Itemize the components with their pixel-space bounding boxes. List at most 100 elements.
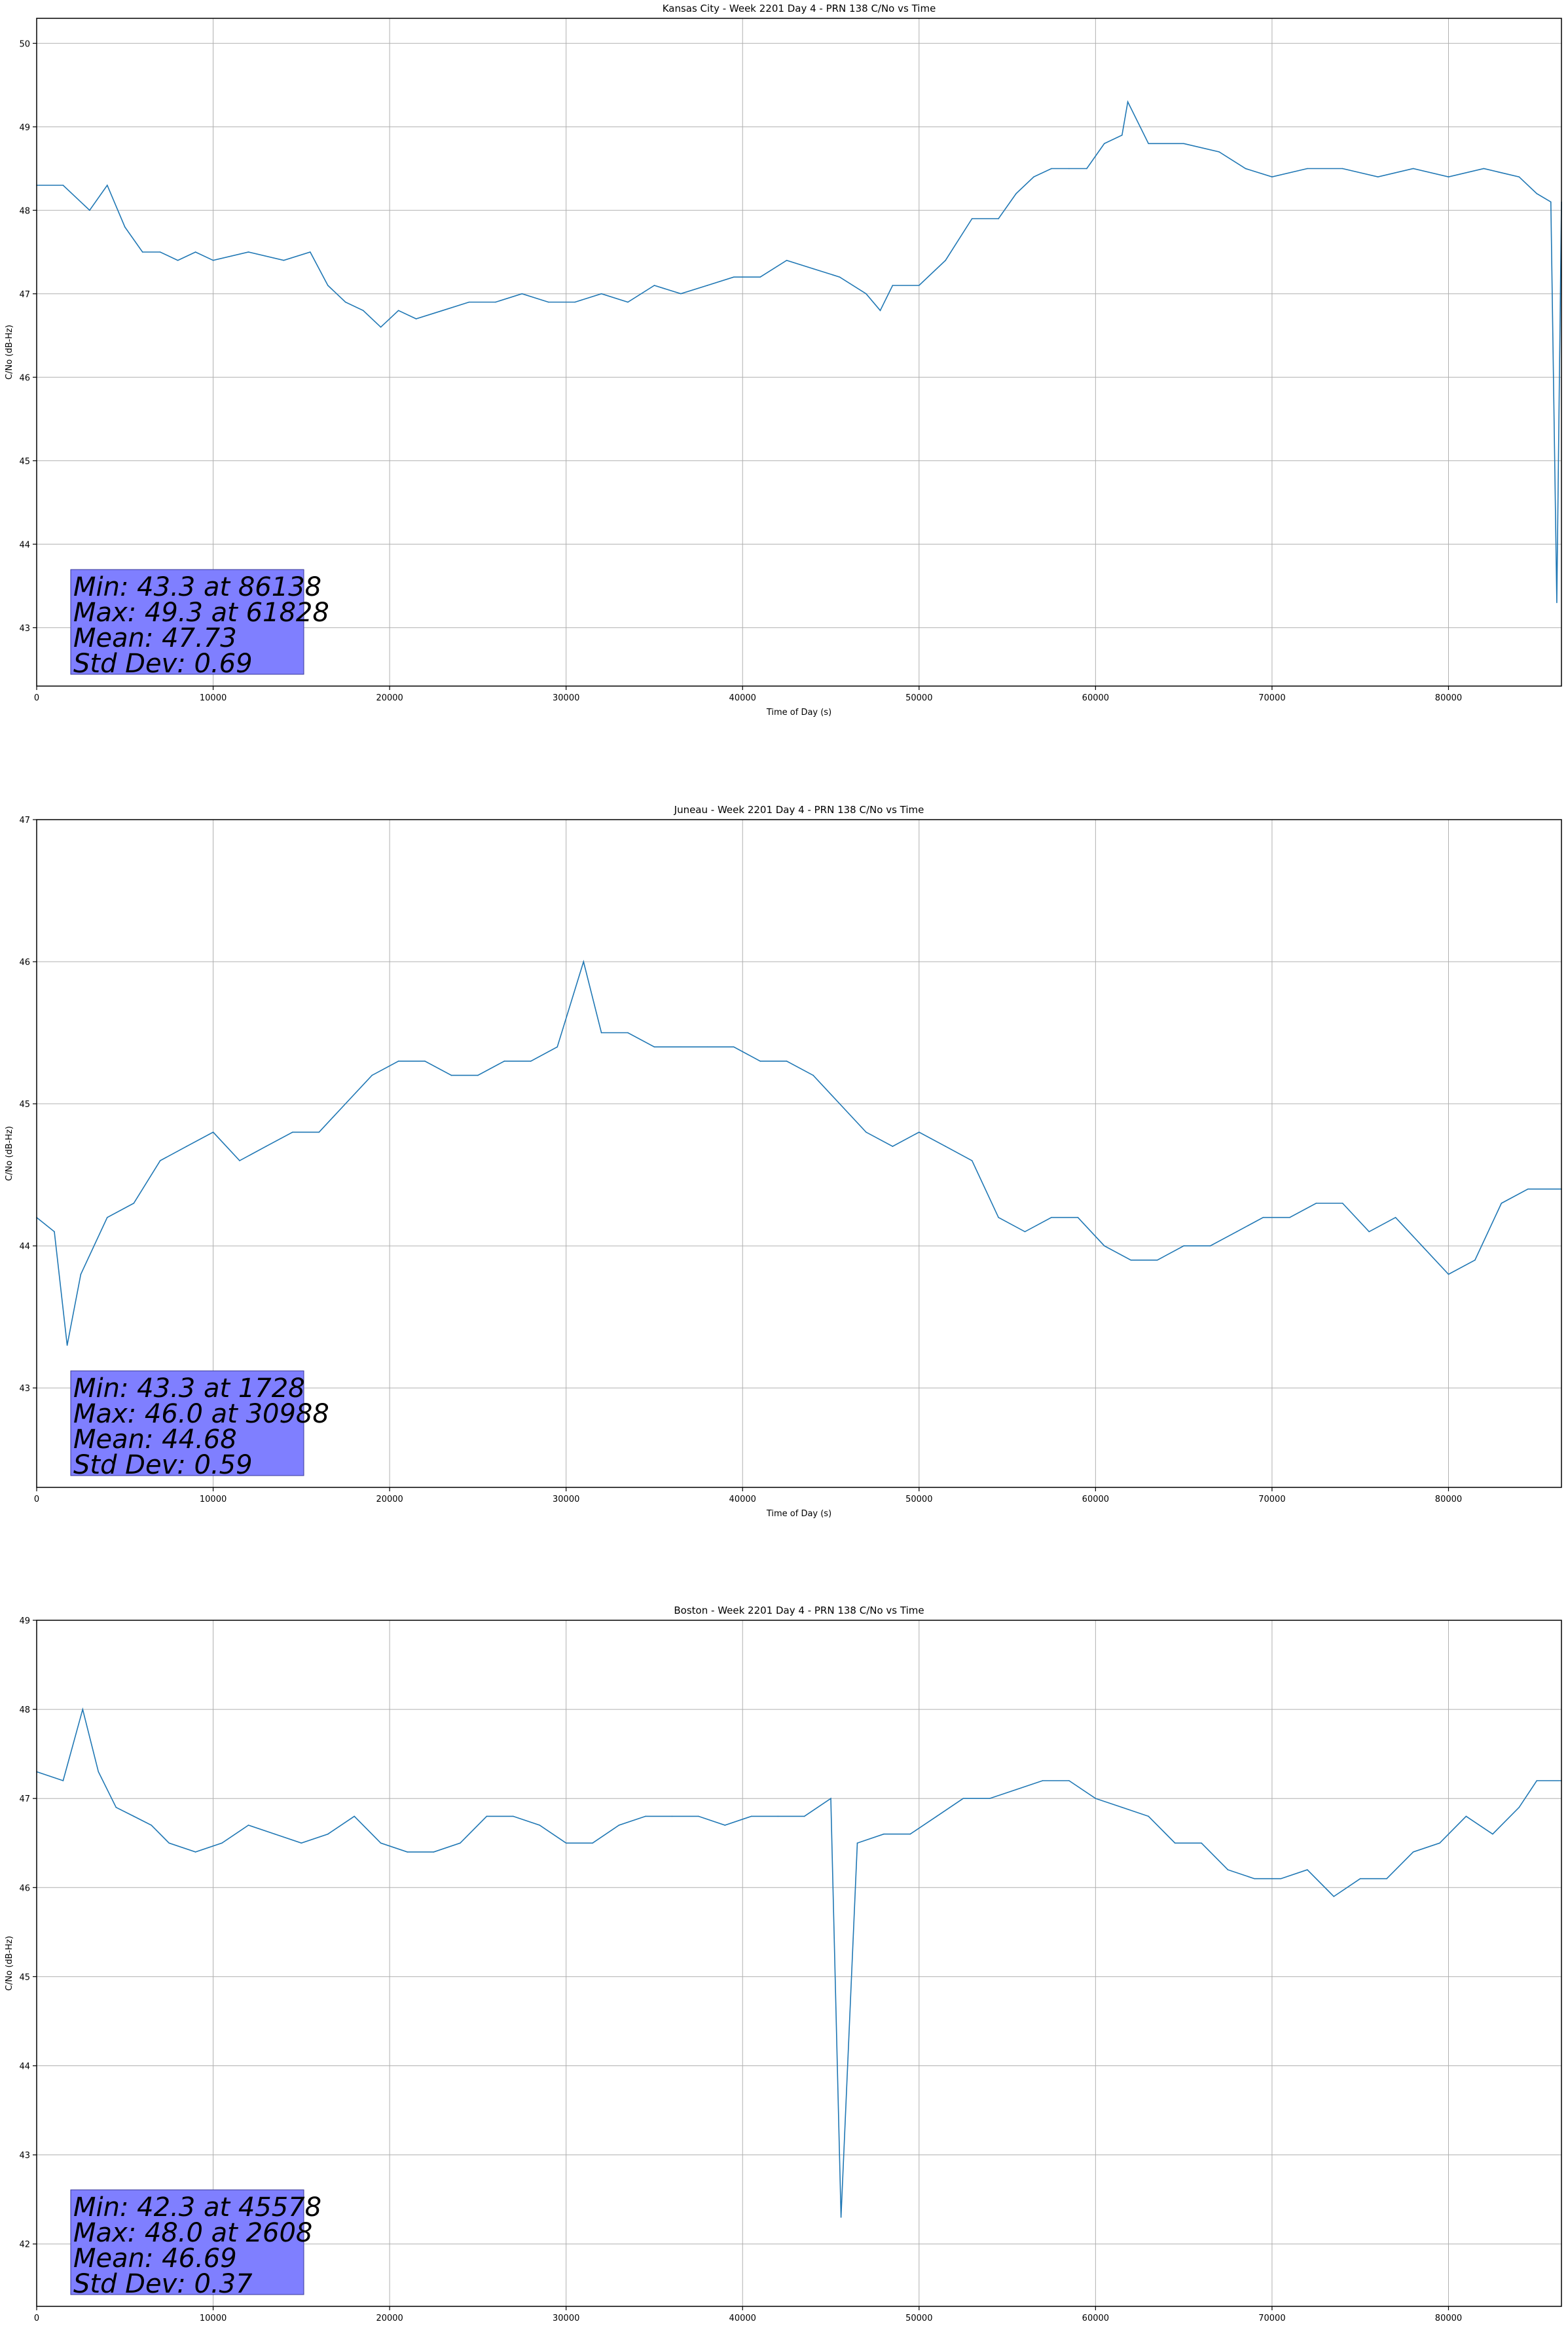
data-point [1121, 1807, 1123, 1808]
data-point [1280, 1878, 1282, 1880]
data-point [1086, 168, 1087, 170]
y-tick-label: 47 [19, 290, 30, 300]
x-tick-label: 50000 [905, 1495, 932, 1504]
data-point [265, 1146, 267, 1147]
x-tick-label: 70000 [1258, 1495, 1285, 1504]
data-point [1307, 1869, 1308, 1870]
x-tick-label: 60000 [1082, 2314, 1109, 2323]
data-point [909, 1833, 911, 1835]
data-point [1518, 176, 1520, 178]
data-point [671, 1815, 673, 1817]
y-axis-label: C/No (dB-Hz) [5, 325, 14, 380]
stats-line: Std Dev: 0.59 [73, 1450, 253, 1480]
data-point [66, 1345, 68, 1346]
data-point [1483, 168, 1485, 170]
data-point [397, 310, 399, 312]
x-tick-label: 10000 [200, 2314, 227, 2323]
data-point [503, 1061, 505, 1062]
data-point [1015, 1789, 1017, 1790]
y-tick-label: 44 [19, 1242, 30, 1252]
data-point [1236, 1231, 1237, 1233]
data-point [1033, 176, 1034, 178]
data-point [1368, 1231, 1370, 1233]
data-point [424, 1061, 426, 1062]
x-tick-label: 30000 [553, 693, 579, 703]
y-tick-label: 45 [19, 1100, 30, 1110]
data-point [645, 1815, 646, 1817]
data-point [354, 1815, 355, 1817]
data-point [212, 259, 214, 261]
data-point [1127, 101, 1129, 103]
stats-box [70, 2189, 304, 2295]
x-tick-label: 60000 [1082, 1495, 1109, 1504]
x-tick-label: 10000 [200, 1495, 227, 1504]
series-line [36, 1707, 1561, 2217]
x-tick-label: 20000 [376, 2314, 403, 2323]
data-point [1289, 1216, 1290, 1218]
data-point [1015, 192, 1017, 194]
data-point [1333, 1896, 1335, 1897]
data-point [998, 218, 999, 219]
data-point [759, 276, 761, 278]
data-point [539, 1825, 540, 1826]
data-point [115, 1807, 117, 1808]
x-tick-label: 30000 [553, 1495, 579, 1504]
stats-line: Std Dev: 0.37 [73, 2269, 253, 2299]
stats-line: Min: 43.3 at 86138 [73, 572, 321, 602]
data-point [477, 1074, 479, 1076]
x-axis-label: Time of Day (s) [766, 1509, 831, 1519]
plot-frame [36, 819, 1562, 1488]
x-tick-label: 10000 [200, 693, 227, 703]
data-point [221, 1842, 223, 1844]
data-point [618, 1825, 620, 1826]
data-point [600, 1032, 602, 1034]
x-tick-label: 30000 [553, 2314, 579, 2323]
x-tick-label: 60000 [1082, 693, 1109, 703]
data-point [495, 301, 496, 303]
y-tick-label: 46 [19, 1883, 30, 1893]
chart-title: Boston - Week 2201 Day 4 - PRN 138 C/No … [674, 1605, 924, 1616]
stats-line: Min: 42.3 at 45578 [73, 2192, 321, 2223]
data-point [168, 1842, 170, 1844]
data-point [486, 1815, 488, 1817]
y-tick-label: 43 [19, 1384, 30, 1394]
x-tick-label: 40000 [729, 693, 756, 703]
x-tick-label: 70000 [1258, 693, 1285, 703]
data-point [1492, 1833, 1493, 1835]
data-point [80, 1273, 82, 1275]
data-point [54, 1231, 55, 1233]
data-point [380, 1842, 382, 1844]
data-point [442, 310, 443, 312]
x-tick-label: 80000 [1435, 1495, 1462, 1504]
data-point [133, 1815, 135, 1817]
data-point [1051, 168, 1052, 170]
data-point [1341, 168, 1343, 170]
data-point [945, 259, 946, 261]
data-point [592, 1842, 593, 1844]
data-point [786, 1061, 788, 1062]
data-point [1271, 176, 1273, 178]
data-point [247, 1825, 249, 1826]
stats-line: Max: 46.0 at 30988 [73, 1399, 329, 1429]
data-point [866, 293, 867, 295]
data-point [292, 1131, 293, 1133]
data-point [1121, 134, 1123, 136]
x-tick-label: 40000 [729, 2314, 756, 2323]
x-tick-label: 50000 [905, 2314, 932, 2323]
x-axis-label: Time of Day (s) [766, 708, 831, 718]
data-point [82, 1709, 84, 1710]
series-line [36, 960, 1561, 1346]
data-point [1156, 1260, 1158, 1261]
data-point [883, 1833, 884, 1835]
data-point [327, 285, 329, 286]
data-point [1501, 1203, 1503, 1204]
data-point [812, 1074, 814, 1076]
y-tick-label: 49 [19, 123, 30, 133]
data-point [433, 1851, 435, 1853]
data-point [318, 1131, 320, 1133]
data-point [186, 1146, 187, 1147]
x-tick-label: 20000 [376, 693, 403, 703]
data-point [274, 1833, 276, 1835]
stats-line: Max: 48.0 at 2608 [73, 2218, 312, 2248]
x-tick-label: 20000 [376, 1495, 403, 1504]
